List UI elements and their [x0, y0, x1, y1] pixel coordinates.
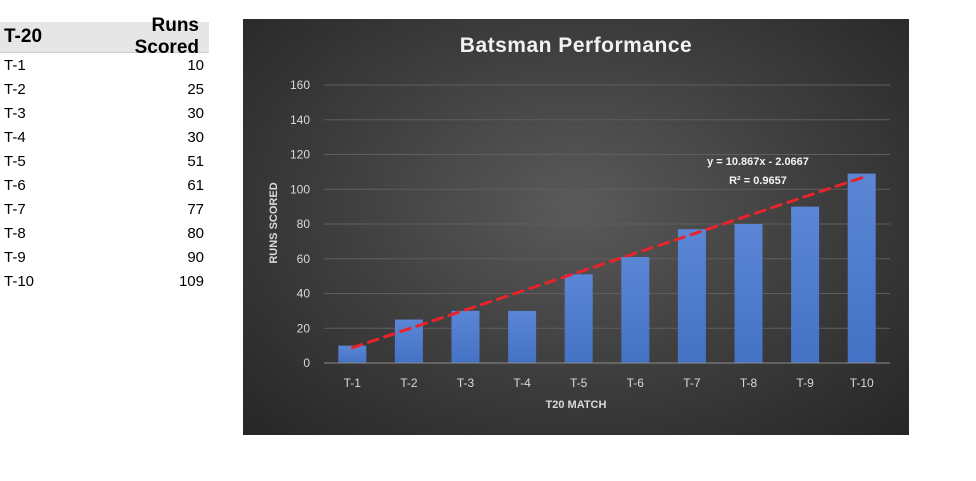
table-row: T-1 10	[0, 53, 209, 77]
chart-title: Batsman Performance	[459, 34, 693, 57]
header-cell-t20[interactable]: T-20	[4, 26, 43, 47]
x-tick-label: T-1	[344, 376, 362, 390]
table-row: T-7 77	[0, 197, 209, 221]
table-row: T-9 90	[0, 245, 209, 269]
x-tick-label: T-3	[457, 376, 475, 390]
x-tick-label: T-6	[627, 376, 645, 390]
x-tick-label: T-7	[683, 376, 701, 390]
cell-runs[interactable]: 109	[178, 272, 204, 290]
bar	[508, 310, 537, 363]
y-tick-label: 60	[297, 252, 311, 266]
cell-runs[interactable]: 90	[187, 248, 204, 266]
table-row: T-6 61	[0, 173, 209, 197]
y-tick-label: 40	[297, 287, 311, 301]
bar	[734, 224, 763, 363]
y-tick-label: 120	[290, 148, 310, 162]
bar	[677, 229, 706, 363]
cell-match[interactable]: T-10	[4, 272, 35, 290]
bar	[621, 257, 650, 363]
bar	[338, 345, 367, 363]
cell-runs[interactable]: 10	[187, 56, 204, 74]
table-body: T-1 10 T-2 25 T-3 30 T-4 30 T-5 51 T-6 61 T-7 77 T-8 80…	[0, 53, 209, 293]
bar	[451, 310, 480, 363]
spreadsheet-table: T-20 Runs Scored T-1 10 T-2 25 T-3 30 T-4 30 T-5…	[0, 15, 209, 293]
cell-runs[interactable]: 30	[187, 128, 204, 146]
cell-match[interactable]: T-3	[4, 104, 26, 122]
cell-match[interactable]: T-7	[4, 200, 26, 218]
y-axis-title: RUNS SCORED	[268, 182, 280, 264]
cell-runs[interactable]: 51	[187, 152, 204, 170]
cell-match[interactable]: T-4	[4, 128, 26, 146]
table-row: T-3 30	[0, 101, 209, 125]
y-tick-label: 140	[290, 113, 310, 127]
y-tick-label: 80	[297, 217, 311, 231]
y-tick-label: 160	[290, 78, 310, 92]
cell-match[interactable]: T-2	[4, 80, 26, 98]
x-axis-title: T20 MATCH	[545, 399, 607, 411]
table-row: T-5 51	[0, 149, 209, 173]
cell-match[interactable]: T-6	[4, 176, 26, 194]
table-row: T-2 25	[0, 77, 209, 101]
chart-area[interactable]: Batsman Performance 0 20 40 60 80 100 120 140 16…	[243, 19, 909, 435]
x-tick-label: T-5	[570, 376, 588, 390]
table-header: T-20 Runs Scored	[0, 15, 209, 58]
cell-runs[interactable]: 77	[187, 200, 204, 218]
trendline-equation: y = 10.867x - 2.0667	[707, 156, 809, 168]
cell-runs[interactable]: 30	[187, 104, 204, 122]
cell-match[interactable]: T-9	[4, 248, 26, 266]
chart-plot: 0 20 40 60 80 100 120 140 160 T-1 T-2 T-3 T-4 T-5 T-6 T…	[290, 78, 890, 390]
header-cell-runs[interactable]: Runs Scored	[134, 15, 199, 58]
bar	[847, 173, 876, 363]
bar	[564, 274, 593, 363]
table-row: T-4 30	[0, 125, 209, 149]
bar	[791, 206, 820, 363]
x-tick-label: T-8	[740, 376, 758, 390]
x-tick-label: T-10	[850, 376, 874, 390]
trendline	[350, 176, 864, 350]
cell-runs[interactable]: 61	[187, 176, 204, 194]
cell-runs[interactable]: 25	[187, 80, 204, 98]
cell-match[interactable]: T-5	[4, 152, 26, 170]
table-row: T-10 109	[0, 269, 209, 293]
y-tick-label: 100	[290, 182, 310, 196]
table-row: T-8 80	[0, 221, 209, 245]
trendline-label: y = 10.867x - 2.0667 R² = 0.9657	[698, 153, 818, 191]
x-tick-label: T-9	[796, 376, 814, 390]
cell-match[interactable]: T-8	[4, 224, 26, 242]
cell-match[interactable]: T-1	[4, 56, 26, 74]
cell-runs[interactable]: 80	[187, 224, 204, 242]
x-tick-label: T-4	[513, 376, 531, 390]
trendline-r-squared: R² = 0.9657	[729, 175, 787, 187]
x-tick-label: T-2	[400, 376, 418, 390]
y-tick-label: 20	[297, 321, 311, 335]
y-tick-label: 0	[303, 356, 310, 370]
